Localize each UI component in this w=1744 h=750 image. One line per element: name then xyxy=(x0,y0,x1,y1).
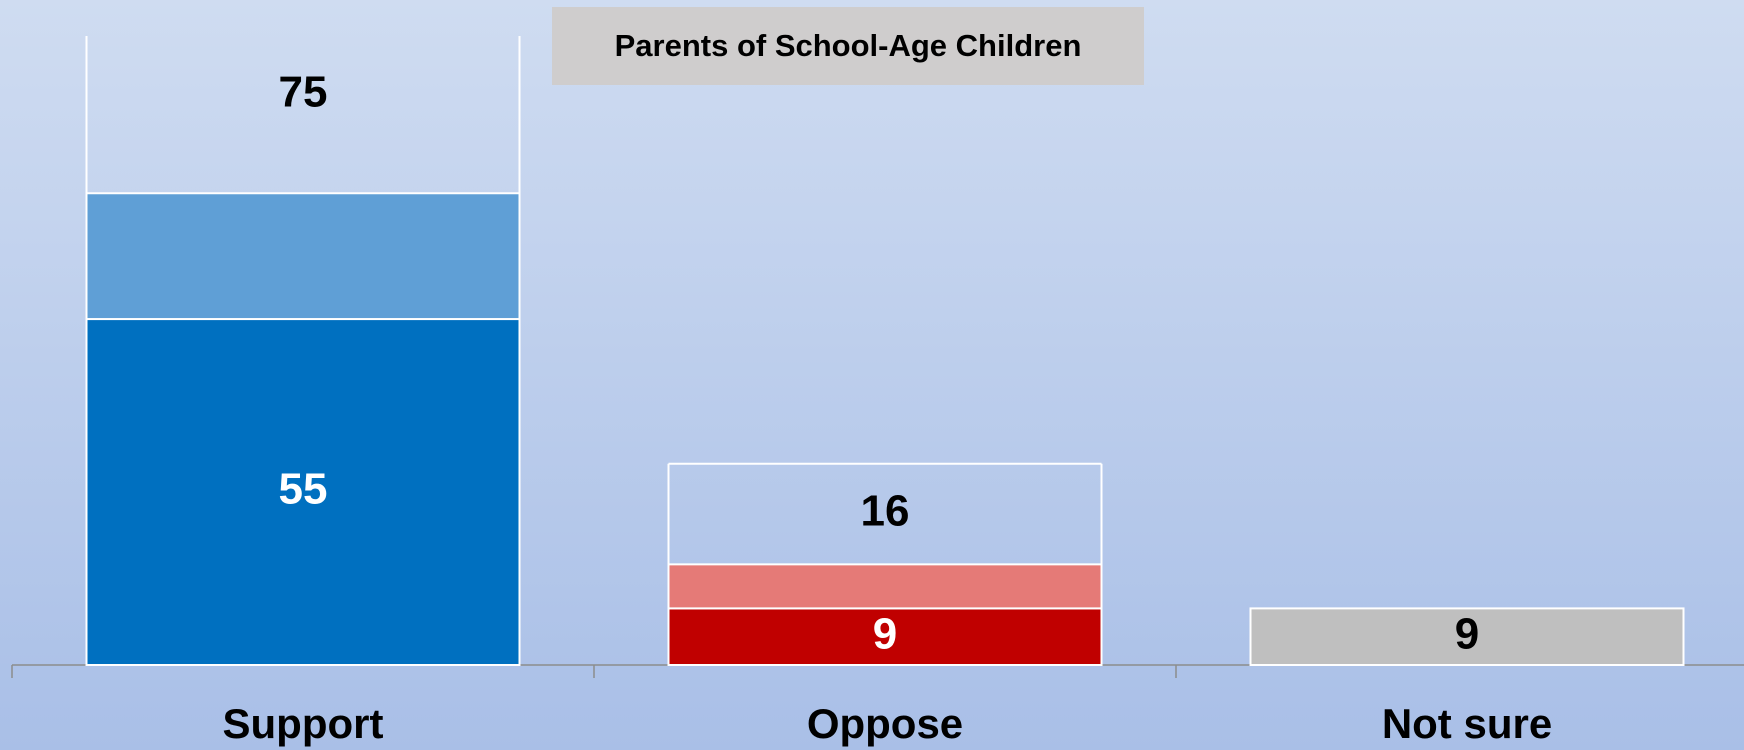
bar-segment xyxy=(1249,607,1685,667)
bar-segment xyxy=(85,192,521,321)
segment-label: 9 xyxy=(1455,609,1479,658)
title-box xyxy=(552,7,1144,85)
x-tick-label: Support xyxy=(223,700,384,747)
x-tick-label: Not sure xyxy=(1382,700,1552,747)
x-tick-label: Oppose xyxy=(807,700,963,747)
total-label: 75 xyxy=(279,67,328,116)
total-box xyxy=(85,36,521,194)
chart-title: Parents of School-Age Children xyxy=(615,28,1082,63)
segment-label: 9 xyxy=(873,609,897,658)
segment-label: 55 xyxy=(279,465,328,514)
total-box xyxy=(667,462,1103,565)
total-label: 16 xyxy=(861,487,910,536)
bar-segment xyxy=(667,563,1103,610)
